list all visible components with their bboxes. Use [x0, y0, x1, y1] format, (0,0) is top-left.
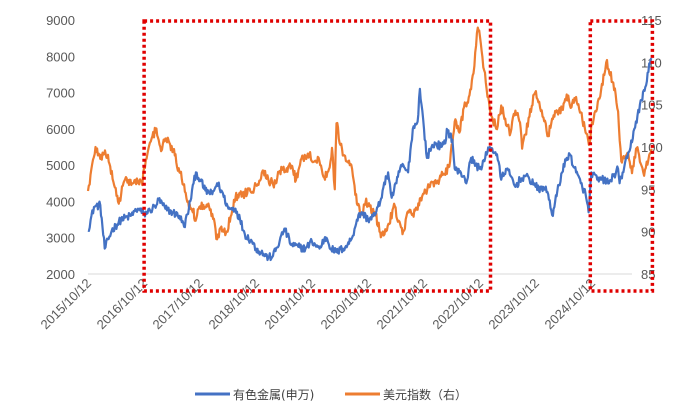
highlight-box-1: [142, 19, 493, 293]
series-line-usd: [86, 26, 653, 241]
left-tick-label: 2000: [46, 267, 75, 282]
left-tick-label: 4000: [46, 194, 75, 209]
left-tick-label: 3000: [46, 231, 75, 246]
left-tick-label: 6000: [46, 122, 75, 137]
left-tick-label: 8000: [46, 49, 75, 64]
series-layer: [86, 26, 653, 262]
left-tick-label: 7000: [46, 86, 75, 101]
series-line-metals: [87, 57, 653, 262]
legend-label-metals: 有色金属(申万): [233, 387, 314, 402]
left-axis: 2000 3000 4000 5000 6000 7000 8000 9000: [46, 13, 75, 282]
highlight-boxes: [142, 19, 655, 293]
legend: 有色金属(申万) 美元指数（右）: [195, 387, 467, 402]
legend-label-usd: 美元指数（右）: [383, 387, 467, 402]
highlight-box-2: [588, 19, 655, 293]
left-tick-label: 9000: [46, 13, 75, 28]
left-tick-label: 5000: [46, 158, 75, 173]
